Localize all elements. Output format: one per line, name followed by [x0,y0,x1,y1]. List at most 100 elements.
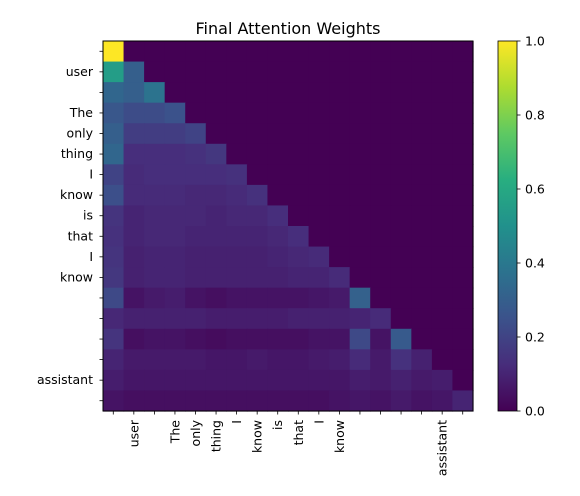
heatmap-cell [185,61,207,83]
heatmap-cell [390,123,412,145]
heatmap-cell [452,61,474,83]
heatmap-cell [164,41,186,63]
heatmap-cell [246,349,269,371]
heatmap-cell [123,123,145,145]
heatmap-cell [349,267,371,289]
heatmap-cell [164,123,186,145]
heatmap-cell [185,143,207,165]
heatmap-cell [390,390,412,412]
heatmap-cell [288,349,310,371]
heatmap-cell [288,267,310,289]
heatmap-cell [452,349,474,371]
heatmap-cell [123,61,145,83]
y-tick-label: I [89,167,93,182]
heatmap-cell [267,61,289,83]
y-tick-label: only [67,126,94,141]
heatmap-cell [288,41,310,63]
heatmap-cell [164,102,186,124]
heatmap-cell [329,328,351,350]
heatmap-cell [329,143,351,165]
heatmap-cell [246,226,269,248]
heatmap-cell [308,41,330,63]
heatmap-cell [308,123,330,145]
heatmap-cell [185,205,207,227]
heatmap-cell [329,308,351,330]
heatmap-cell [329,267,351,289]
heatmap-cell [226,226,248,248]
heatmap-cell [164,390,186,412]
heatmap-cell [226,184,248,207]
heatmap-cell [349,369,371,392]
heatmap-cell [226,287,248,309]
y-tick-label: is [83,208,93,223]
heatmap-cell [288,369,310,392]
heatmap-cell [308,328,330,350]
heatmap-cell [370,41,392,63]
heatmap-cell [431,184,454,207]
heatmap-cell [431,143,454,165]
heatmap-cell [123,308,145,330]
heatmap-cell [267,267,289,289]
heatmap-cell [205,41,227,63]
colorbar-tick-label: 0.0 [525,404,545,419]
heatmap-cell [267,390,289,412]
heatmap-cell [370,226,392,248]
heatmap-cell [226,246,248,268]
heatmap-cell [123,267,145,289]
heatmap-cell [308,287,330,309]
heatmap-cell [411,328,433,350]
heatmap-cell [185,308,207,330]
heatmap-cell [123,349,145,371]
heatmap-cell [103,369,125,392]
heatmap-cell [123,82,145,104]
heatmap-cell [103,226,125,248]
heatmap-cell [205,82,227,104]
y-tick-label: The [69,105,94,120]
heatmap-cell [390,267,412,289]
heatmap-cell [431,226,454,248]
heatmap-cell [288,390,310,412]
heatmap-cell [205,164,227,186]
heatmap-cell [246,205,269,227]
heatmap-cell [226,102,248,124]
heatmap-cell [452,82,474,104]
heatmap-cell [329,82,351,104]
heatmap-cell [123,102,145,124]
heatmap-cell [390,82,412,104]
heatmap-cell [164,308,186,330]
heatmap-cell [267,164,289,186]
heatmap-cell [205,308,227,330]
heatmap-cell [205,143,227,165]
heatmap-cell [226,369,248,392]
heatmap-cell [329,226,351,248]
heatmap-cell [431,102,454,124]
heatmap-cell [452,287,474,309]
heatmap-cell [411,349,433,371]
heatmap-cell [123,287,145,309]
heatmap-cell [349,328,371,350]
heatmap-cell [431,205,454,227]
heatmap-cell [308,369,330,392]
heatmap-cell [185,390,207,412]
heatmap-cell [246,287,269,309]
heatmap-cell [288,102,310,124]
heatmap-cell [288,226,310,248]
plot-frame [102,40,474,412]
heatmap-cell [226,61,248,83]
heatmap-cell [144,61,166,83]
heatmap-cell [205,184,227,207]
heatmap-cell [390,143,412,165]
heatmap-cell [246,41,269,63]
heatmap-cell [431,61,454,83]
heatmap-cell [164,164,186,186]
heatmap-cell [144,41,166,63]
heatmap-cell [205,226,227,248]
heatmap-cell [103,205,125,227]
heatmap-cell [246,308,269,330]
heatmap-cell [246,246,269,268]
heatmap-cell [329,369,351,392]
heatmap-cell [144,164,166,186]
heatmap-cell [267,123,289,145]
heatmap-cell [308,102,330,124]
